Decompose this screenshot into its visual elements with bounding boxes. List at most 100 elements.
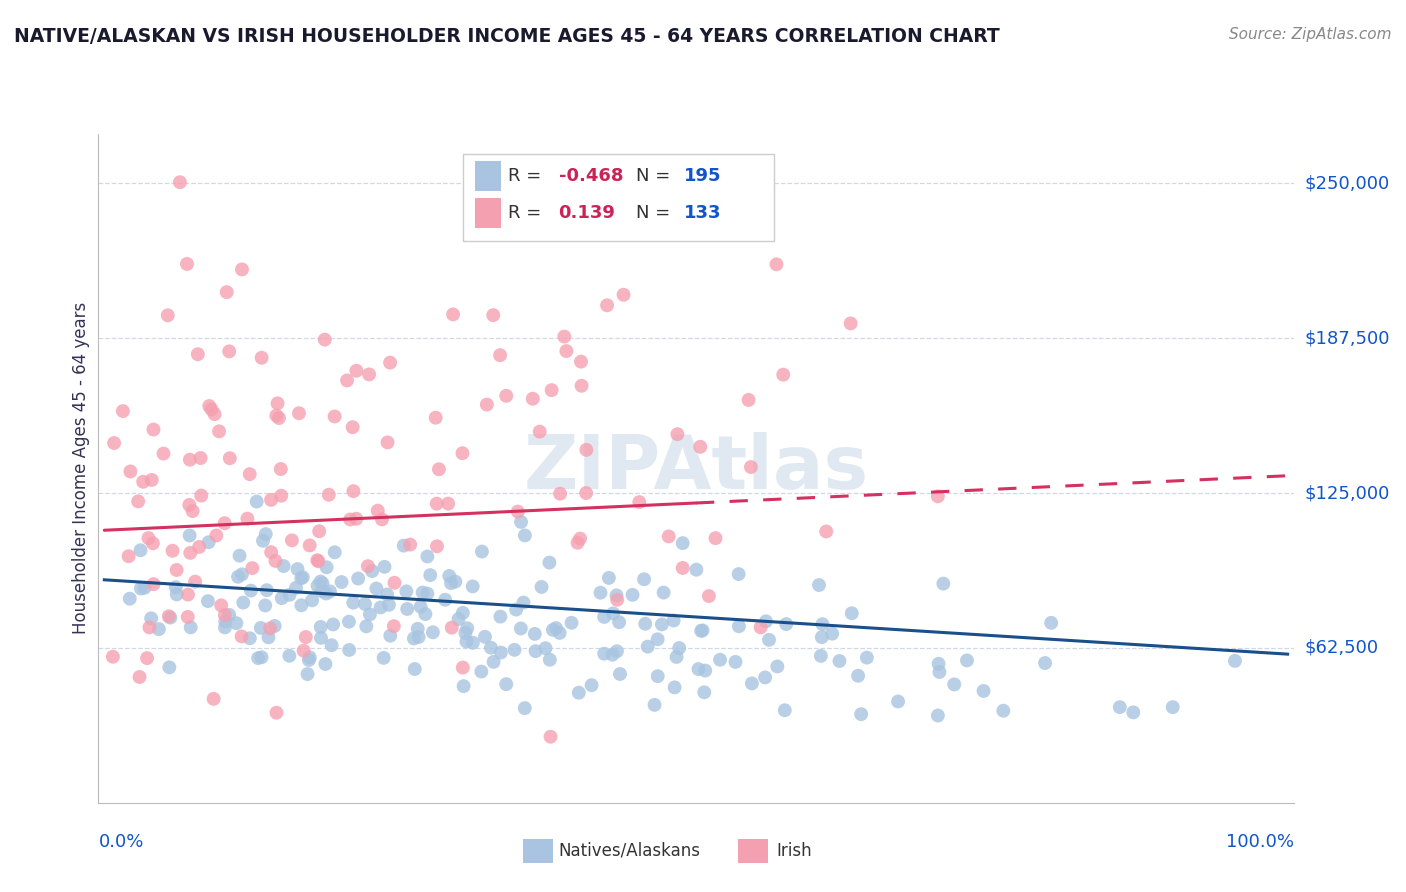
Point <box>395 584 418 599</box>
Bar <box>475 198 501 227</box>
Point <box>471 544 494 558</box>
Point <box>451 446 474 460</box>
Point <box>314 657 336 671</box>
Point <box>709 653 731 667</box>
Point <box>524 644 547 658</box>
Point <box>634 616 657 631</box>
Point <box>214 620 236 634</box>
Point <box>318 488 340 502</box>
Text: N =: N = <box>636 167 676 185</box>
Point <box>162 543 184 558</box>
Point <box>396 602 419 616</box>
Point <box>612 287 634 301</box>
Point <box>208 425 231 439</box>
Point <box>602 607 624 621</box>
Point <box>298 538 321 552</box>
Point <box>474 630 496 644</box>
Point <box>513 701 536 715</box>
Point <box>337 615 360 629</box>
Point <box>323 409 346 424</box>
Point <box>290 599 312 613</box>
Point <box>120 465 142 479</box>
Point <box>841 607 863 621</box>
Point <box>231 567 253 582</box>
Point <box>273 559 295 574</box>
Point <box>166 587 188 601</box>
Point <box>184 574 207 589</box>
Point <box>298 653 321 667</box>
Point <box>538 556 561 570</box>
Point <box>596 298 619 312</box>
Point <box>927 489 949 503</box>
Point <box>664 681 686 695</box>
Point <box>506 505 529 519</box>
Point <box>347 572 370 586</box>
Point <box>307 554 329 568</box>
Point <box>307 553 329 567</box>
Point <box>138 531 160 545</box>
Point <box>607 615 630 630</box>
Point <box>540 383 562 397</box>
Point <box>704 531 727 545</box>
Point <box>815 524 838 539</box>
Point <box>198 399 221 413</box>
Point <box>157 609 180 624</box>
Text: 133: 133 <box>685 203 721 222</box>
Point <box>444 574 467 589</box>
Point <box>441 307 464 321</box>
Point <box>342 484 364 499</box>
Point <box>456 621 478 635</box>
Point <box>567 536 589 550</box>
Point <box>621 588 644 602</box>
Point <box>416 586 439 600</box>
Point <box>658 529 681 543</box>
Point <box>568 686 591 700</box>
Point <box>384 575 406 590</box>
Text: $250,000: $250,000 <box>1305 174 1391 193</box>
Point <box>416 549 439 564</box>
Point <box>887 694 910 708</box>
Text: N =: N = <box>636 203 676 222</box>
Point <box>197 594 219 608</box>
Point <box>598 571 620 585</box>
Point <box>447 612 470 626</box>
Point <box>688 662 710 676</box>
Point <box>489 609 512 624</box>
Point <box>510 515 533 529</box>
Point <box>250 351 273 365</box>
Point <box>755 615 778 629</box>
Point <box>148 622 170 636</box>
Text: Natives/Alaskans: Natives/Alaskans <box>558 842 700 860</box>
Point <box>278 588 301 602</box>
Point <box>741 676 763 690</box>
Point <box>291 570 314 584</box>
Point <box>359 607 381 622</box>
Point <box>538 653 561 667</box>
Point <box>311 584 333 599</box>
Point <box>662 614 685 628</box>
Point <box>288 406 311 420</box>
Point <box>380 629 402 643</box>
Point <box>740 460 762 475</box>
Point <box>250 650 273 665</box>
Point <box>475 398 498 412</box>
Point <box>555 344 578 359</box>
Point <box>373 651 395 665</box>
Text: 0.139: 0.139 <box>558 203 616 222</box>
Point <box>589 585 612 599</box>
Point <box>440 621 463 635</box>
Point <box>434 592 457 607</box>
Point <box>727 567 749 582</box>
Point <box>166 563 188 577</box>
Point <box>426 539 449 553</box>
Point <box>1108 700 1130 714</box>
Point <box>606 592 628 607</box>
Point <box>581 678 603 692</box>
Point <box>606 644 628 658</box>
Point <box>377 435 399 450</box>
Point <box>190 489 212 503</box>
Point <box>231 629 253 643</box>
Bar <box>523 838 553 863</box>
Point <box>523 627 546 641</box>
Bar <box>475 161 501 191</box>
